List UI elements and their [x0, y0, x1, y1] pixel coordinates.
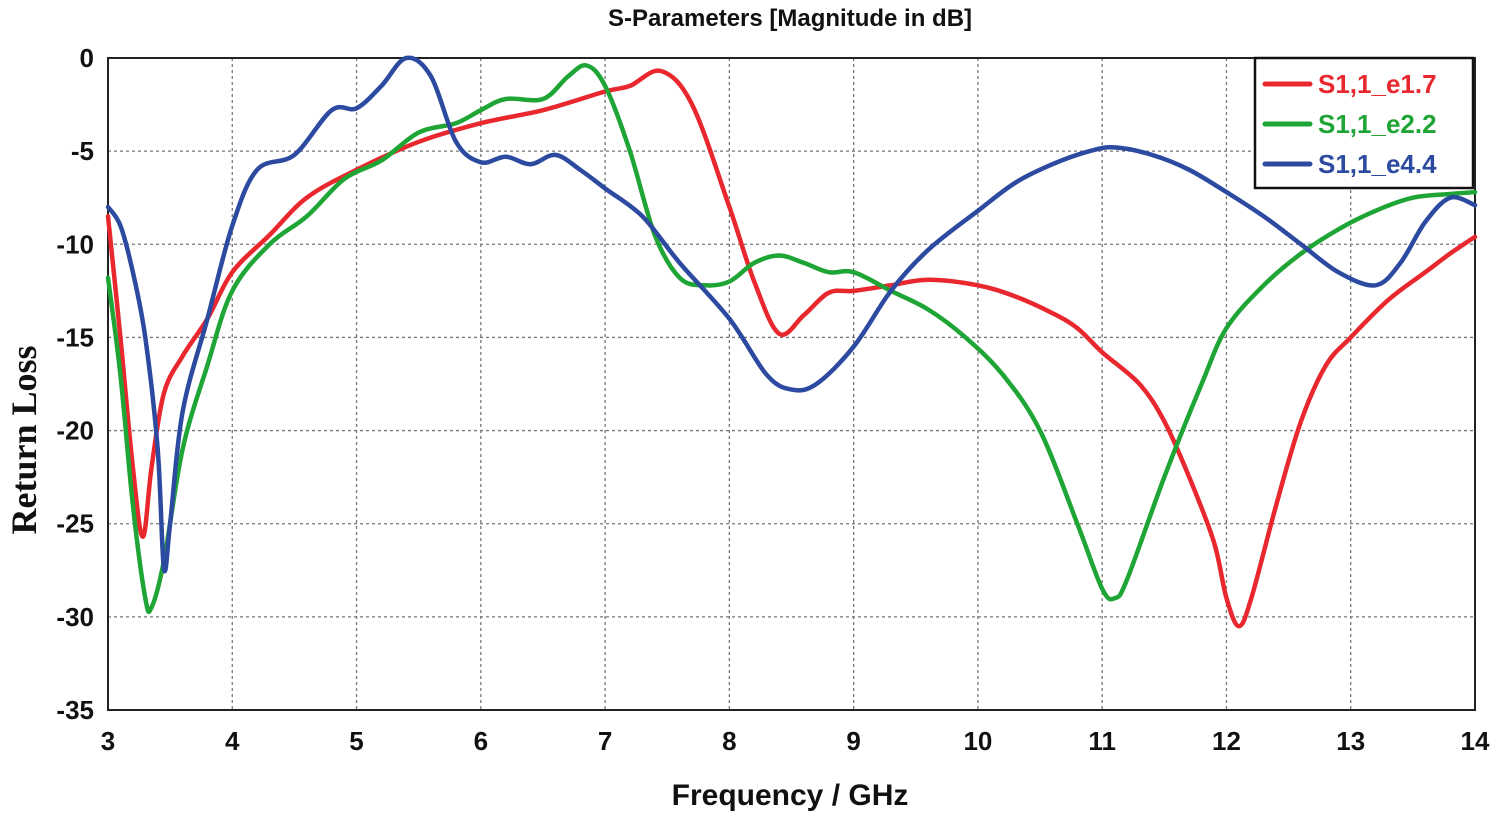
y-tick-label: -20	[56, 416, 94, 446]
series-group	[105, 55, 1478, 629]
y-tick-label: -10	[56, 229, 94, 259]
chart-title: S-Parameters [Magnitude in dB]	[608, 5, 972, 32]
x-tick-label: 7	[598, 726, 612, 756]
tick-labels: 3 4 5 6 7 8 9 10 11 12 13 14 0 -5 -10 -15 -20 -25 -30 -35	[56, 43, 1490, 756]
y-tick-label: -30	[56, 602, 94, 632]
x-tick-label: 9	[846, 726, 860, 756]
x-tick-label: 4	[225, 726, 240, 756]
x-tick-label: 3	[101, 726, 115, 756]
x-tick-label: 14	[1461, 726, 1490, 756]
y-tick-label: -25	[56, 509, 94, 539]
series-line-s1-1-e4-4	[105, 55, 1478, 574]
legend: S1,1_e1.7 S1,1_e2.2 S1,1_e4.4	[1253, 56, 1475, 190]
x-tick-label: 11	[1088, 726, 1116, 756]
legend-label: S1,1_e2.2	[1318, 109, 1437, 139]
x-tick-label: 5	[349, 726, 363, 756]
y-tick-label: -15	[56, 322, 94, 352]
x-tick-label: 8	[722, 726, 736, 756]
x-tick-label: 13	[1336, 726, 1365, 756]
y-tick-label: -5	[71, 136, 94, 166]
x-tick-label: 10	[963, 726, 992, 756]
y-tick-label: 0	[80, 43, 94, 73]
x-tick-label: 6	[474, 726, 488, 756]
x-axis-label: Frequency / GHz	[672, 779, 909, 812]
y-tick-label: -35	[56, 695, 94, 725]
legend-label: S1,1_e1.7	[1318, 69, 1437, 99]
y-axis-label: Return Loss	[4, 345, 44, 534]
series-line-s1-1-e2-2	[105, 63, 1478, 615]
legend-label: S1,1_e4.4	[1318, 149, 1437, 179]
x-tick-label: 12	[1212, 726, 1241, 756]
plot-area-border	[107, 57, 1476, 711]
